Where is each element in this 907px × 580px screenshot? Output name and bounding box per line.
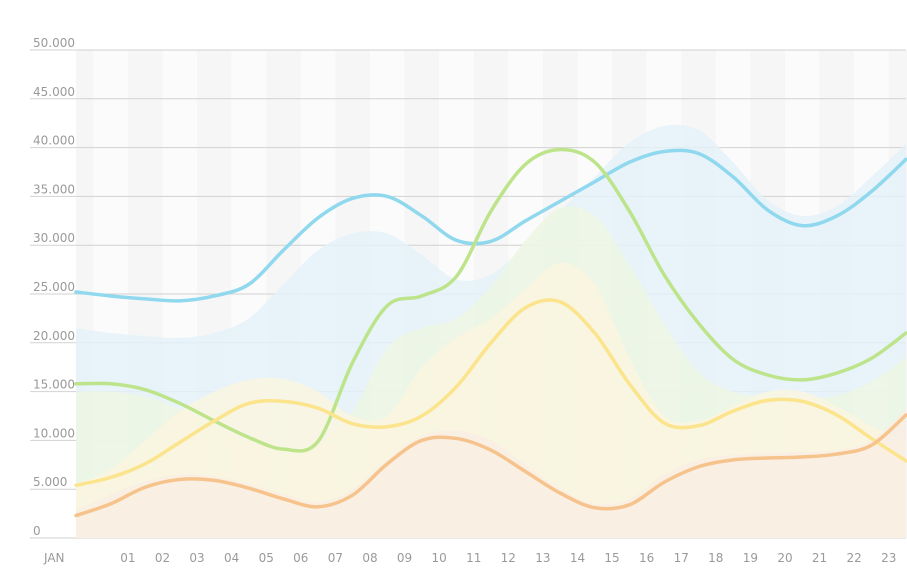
series-area-4 bbox=[76, 409, 906, 538]
x-tick-label: 22 bbox=[846, 551, 861, 565]
y-tick-label: 50.000 bbox=[33, 36, 75, 50]
x-tick-label: 15 bbox=[604, 551, 619, 565]
x-tick-label: 07 bbox=[328, 551, 343, 565]
series-line-4 bbox=[74, 413, 907, 518]
y-tick-label: 25.000 bbox=[33, 280, 75, 294]
x-tick-label: 14 bbox=[570, 551, 585, 565]
x-tick-label: 20 bbox=[777, 551, 792, 565]
y-tick-label: 15.000 bbox=[33, 378, 75, 392]
x-tick-label: 19 bbox=[743, 551, 758, 565]
y-tick-label: 5.000 bbox=[33, 475, 67, 489]
series-line-3 bbox=[74, 298, 907, 488]
x-tick-label: 09 bbox=[397, 551, 412, 565]
y-tick-label: 10.000 bbox=[33, 426, 75, 440]
x-tick-label: 17 bbox=[674, 551, 689, 565]
x-tick-label: 16 bbox=[639, 551, 654, 565]
y-tick-label: 20.000 bbox=[33, 329, 75, 343]
y-tick-label: 30.000 bbox=[33, 231, 75, 245]
series-lines bbox=[74, 147, 907, 518]
x-tick-label: 21 bbox=[812, 551, 827, 565]
x-tick-label: 03 bbox=[189, 551, 204, 565]
x-tick-label: 18 bbox=[708, 551, 723, 565]
x-tick-label: JAN bbox=[43, 551, 65, 565]
x-tick-label: 23 bbox=[881, 551, 896, 565]
x-tick-label: 08 bbox=[362, 551, 377, 565]
x-tick-label: 04 bbox=[224, 551, 239, 565]
y-tick-label: 0 bbox=[33, 524, 41, 538]
x-tick-label: 10 bbox=[431, 551, 446, 565]
series-line-1 bbox=[74, 148, 907, 303]
x-axis-ticks: JAN 01 02 03 04 05 06 07 08 09 10 11 12 13 14 15 16 17 18 1… bbox=[43, 551, 896, 565]
x-tick-label: 11 bbox=[466, 551, 481, 565]
x-tick-label: 12 bbox=[501, 551, 516, 565]
y-tick-label: 35.000 bbox=[33, 182, 75, 196]
y-tick-label: 45.000 bbox=[33, 85, 75, 99]
y-axis-ticks: 0 5.000 10.000 15.000 20.000 25.000 30.000 35.0… bbox=[33, 36, 75, 538]
x-tick-label: 01 bbox=[120, 551, 135, 565]
y-tick-label: 40.000 bbox=[33, 134, 75, 148]
x-tick-label: 02 bbox=[155, 551, 170, 565]
x-tick-label: 05 bbox=[259, 551, 274, 565]
x-tick-label: 06 bbox=[293, 551, 308, 565]
series-areas bbox=[76, 124, 906, 538]
x-tick-label: 13 bbox=[535, 551, 550, 565]
